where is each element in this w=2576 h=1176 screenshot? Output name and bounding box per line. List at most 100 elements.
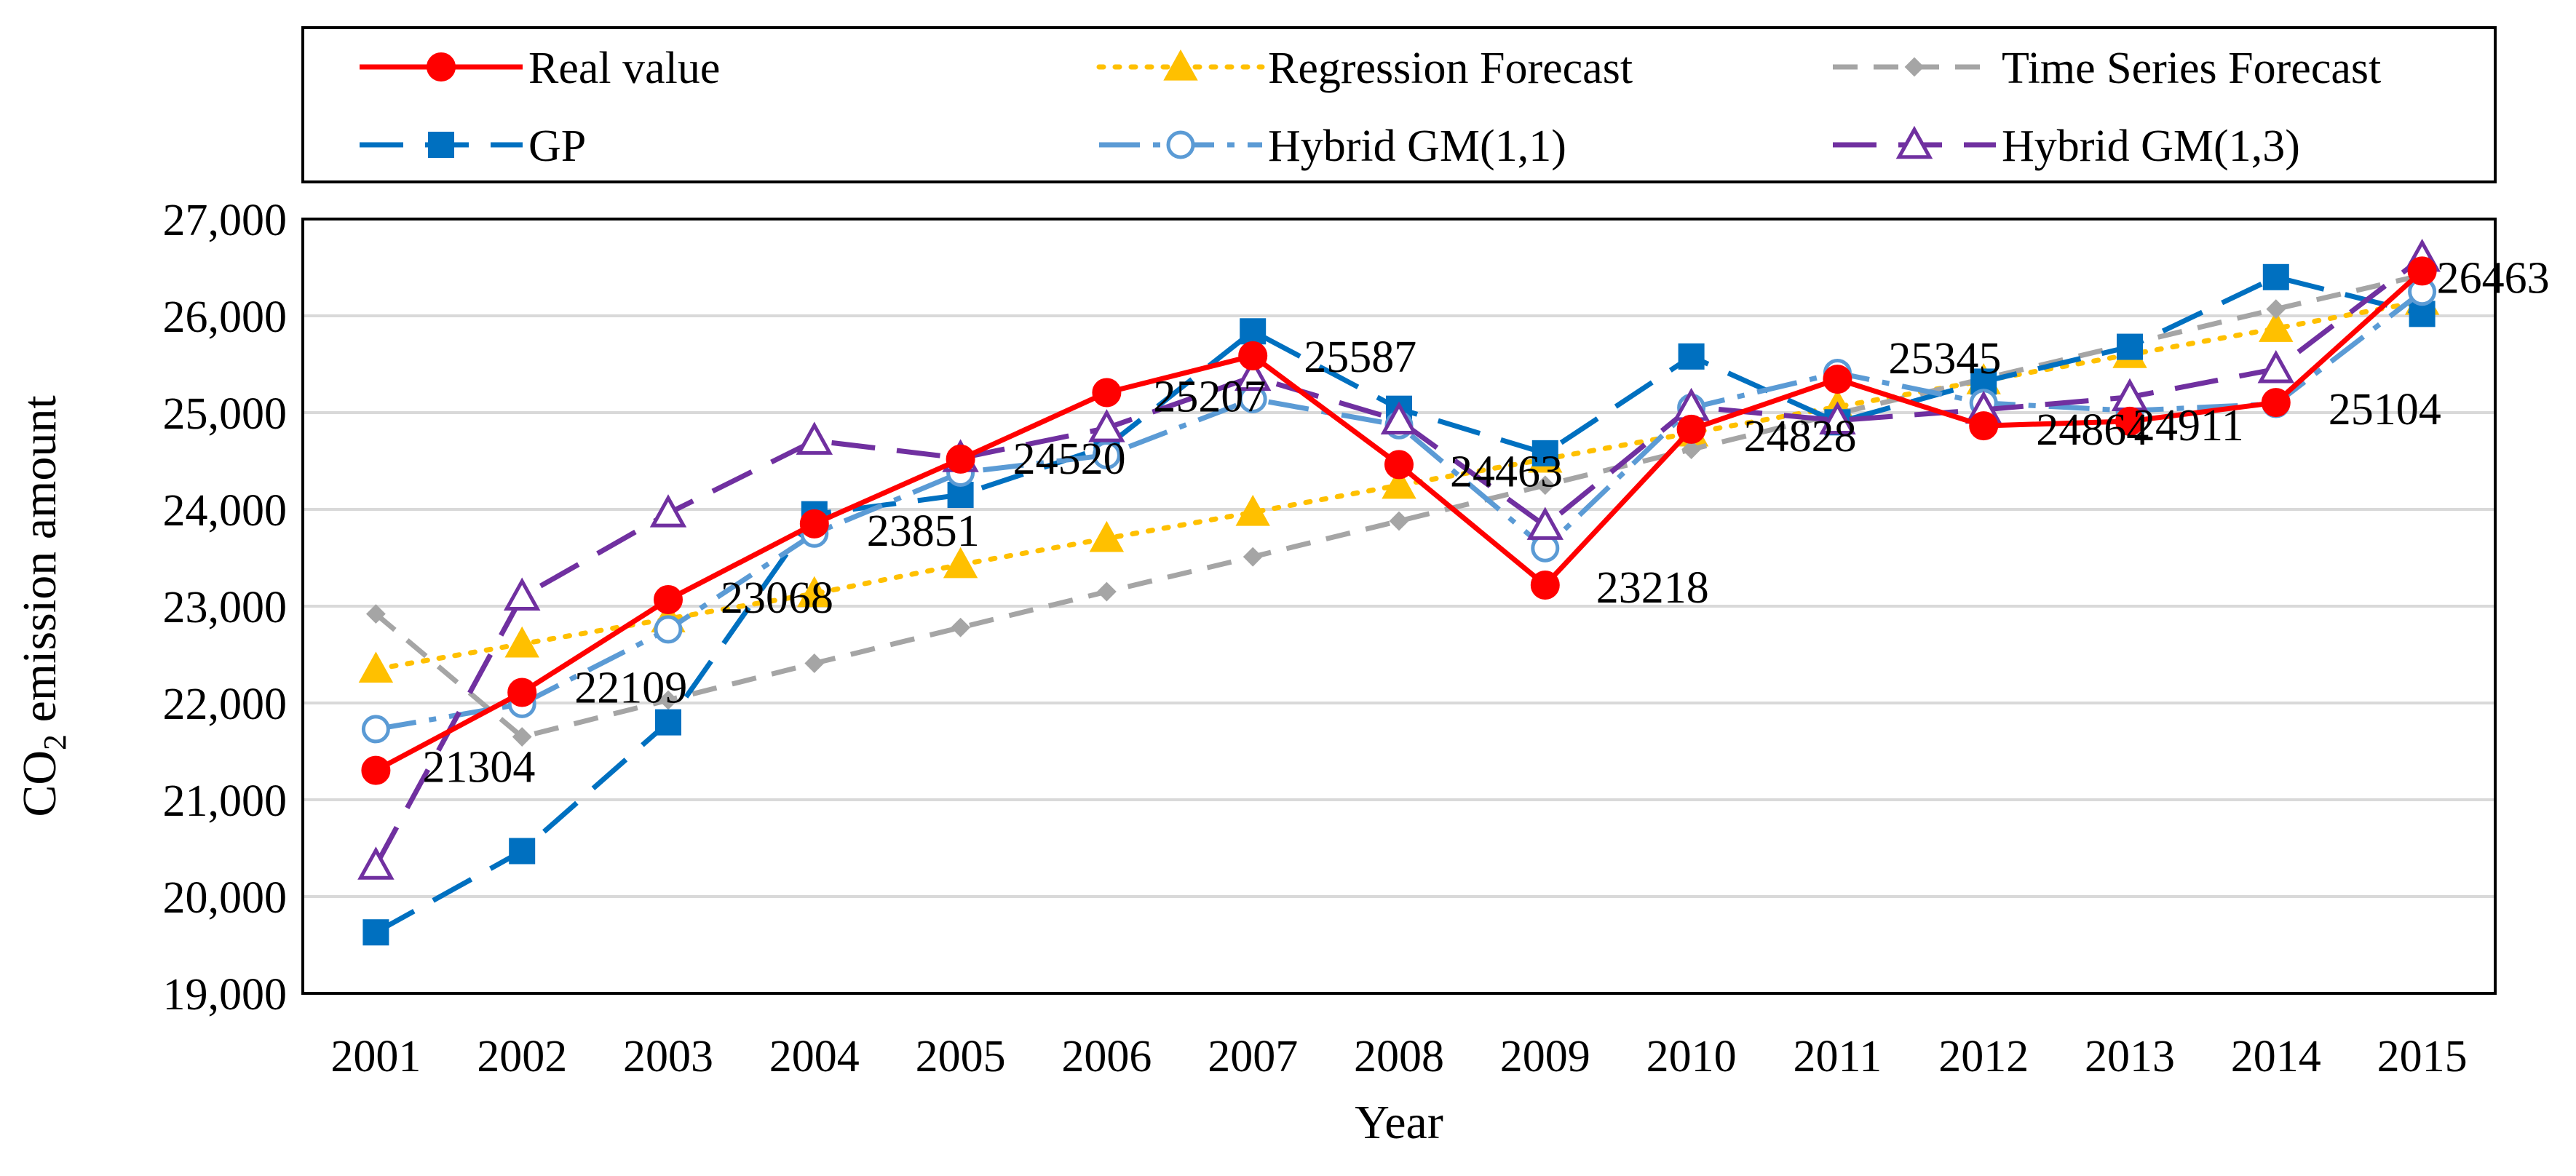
x-tick-label: 2007 [1208, 1032, 1298, 1081]
data-label: 25104 [2329, 385, 2441, 434]
data-point-regression-forecast [1235, 494, 1270, 526]
legend-item-hybrid-gm-1-1: Hybrid GM(1,1) [1099, 122, 1566, 171]
data-labels: 21304 22109 23068 23851 24520 25207 25587 24463… [422, 253, 2549, 792]
series-real-value [361, 256, 2437, 785]
data-point-time-series-forecast [951, 617, 971, 637]
data-point-hybrid-gm-1-3 [2257, 350, 2295, 384]
data-point-time-series-forecast [1389, 511, 1409, 531]
data-point-regression-forecast [358, 651, 394, 683]
data-point-time-series-forecast [365, 604, 386, 624]
data-point-real-value [1530, 571, 1560, 600]
x-tick-label: 2009 [1500, 1032, 1590, 1081]
legend-swatch-marker [1904, 57, 1925, 77]
legend-item-time-series-forecast: Time Series Forecast [1833, 44, 2381, 93]
data-point-real-value [1384, 450, 1414, 480]
y-tick-label: 25,000 [163, 389, 288, 439]
x-tick-label: 2012 [1938, 1032, 2029, 1081]
data-point-regression-forecast [797, 576, 832, 608]
data-point-hybrid-gm-1-3 [649, 494, 687, 528]
x-tick-label: 2008 [1354, 1032, 1444, 1081]
legend-label: Hybrid GM(1,1) [1268, 122, 1566, 171]
legend-swatch-marker [1163, 49, 1198, 81]
legend-item-hybrid-gm-1-3: Hybrid GM(1,3) [1833, 122, 2300, 171]
legend-label: Hybrid GM(1,3) [2002, 122, 2300, 171]
data-point-real-value [507, 678, 537, 707]
data-point-hybrid-gm-1-3 [1088, 409, 1125, 442]
legend-label: Real value [528, 44, 720, 93]
data-point-time-series-forecast [512, 727, 532, 747]
y-tick-label: 24,000 [163, 486, 288, 536]
legend-item-gp: GP [360, 122, 586, 171]
data-point-gp [362, 919, 389, 946]
y-axis-title-rest: emission amount [13, 395, 66, 734]
legend-item-regression-forecast: Regression Forecast [1096, 44, 1633, 93]
data-point-real-value [361, 755, 391, 785]
data-point-hybrid-gm-1-3 [796, 421, 833, 455]
data-point-regression-forecast [943, 547, 978, 579]
data-label: 25587 [1304, 333, 1416, 382]
data-point-regression-forecast [2259, 311, 2294, 342]
x-tick-label: 2014 [2231, 1032, 2321, 1081]
y-axis-title: CO2 emission amount [13, 395, 73, 817]
data-point-gp [2262, 263, 2289, 290]
legend-swatch-marker [1166, 130, 1195, 159]
x-tick-label: 2010 [1646, 1032, 1737, 1081]
x-tick-label: 2011 [1794, 1032, 1882, 1081]
data-point-time-series-forecast [1535, 475, 1555, 496]
y-tick-label: 19,000 [163, 970, 288, 1020]
data-point-real-value [1823, 365, 1852, 394]
legend-swatch-marker [428, 132, 454, 158]
data-point-time-series-forecast [1681, 440, 1702, 459]
data-label: 26463 [2437, 253, 2550, 303]
data-point-gp [1678, 343, 1705, 370]
x-tick-label: 2003 [623, 1032, 713, 1081]
data-label: 25207 [1153, 372, 1266, 421]
legend-swatch-marker [1895, 125, 1933, 159]
data-label: 24828 [1744, 412, 1857, 461]
data-point-time-series-forecast [658, 690, 678, 710]
x-tick-label: 2013 [2085, 1032, 2175, 1081]
data-label: 23851 [867, 506, 980, 556]
data-label: 23218 [1596, 563, 1709, 613]
data-point-regression-forecast [504, 626, 539, 658]
series-lines [357, 239, 2441, 946]
x-tick-label: 2006 [1061, 1032, 1152, 1081]
y-tick-label: 20,000 [163, 873, 288, 923]
legend-swatch-marker [427, 52, 456, 82]
data-point-hybrid-gm-1-1 [361, 715, 390, 744]
legend: Real value Regression Forecast Time Series… [301, 26, 2497, 183]
y-tick-label: 27,000 [163, 196, 288, 245]
data-point-gp [655, 709, 681, 736]
data-point-regression-forecast [1382, 467, 1416, 499]
data-label: 22109 [574, 664, 687, 713]
x-tick-label: 2004 [769, 1032, 860, 1081]
data-point-hybrid-gm-1-3 [1819, 401, 1856, 434]
data-point-time-series-forecast [804, 653, 825, 673]
y-tick-label: 23,000 [163, 583, 288, 632]
series-line-time-series-forecast [374, 272, 2423, 740]
data-point-hybrid-gm-1-3 [357, 846, 395, 880]
y-axis-title-subscript: 2 [37, 734, 73, 750]
data-label: 24463 [1450, 447, 1563, 496]
data-point-hybrid-gm-1-3 [1526, 506, 1564, 540]
legend-label: GP [528, 122, 586, 171]
data-point-time-series-forecast [1096, 581, 1117, 602]
data-point-gp [1531, 440, 1558, 466]
x-tick-label: 2001 [330, 1032, 421, 1081]
data-point-real-value [1092, 378, 1122, 408]
data-point-real-value [1676, 414, 1706, 444]
data-point-hybrid-gm-1-3 [1234, 357, 1272, 392]
legend-label: Regression Forecast [1268, 44, 1633, 93]
y-tick-label: 26,000 [163, 293, 288, 342]
data-point-hybrid-gm-1-1 [654, 615, 683, 644]
data-point-hybrid-gm-1-3 [1380, 401, 1418, 434]
data-point-real-value [946, 444, 975, 474]
axes: 19,000 20,000 21,000 22,000 23,000 24,000 25,0… [163, 196, 2468, 1081]
data-point-time-series-forecast [2266, 299, 2286, 319]
legend-label: Time Series Forecast [2002, 44, 2381, 93]
data-point-real-value [1969, 411, 1999, 441]
x-tick-label: 2002 [477, 1032, 567, 1081]
x-tick-label: 2015 [2377, 1032, 2468, 1081]
